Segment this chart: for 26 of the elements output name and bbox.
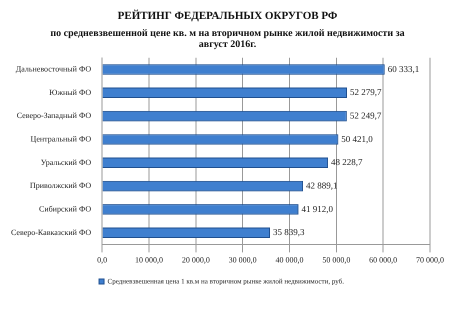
y-tick-label: Северо-Кавказский ФО <box>10 228 92 237</box>
data-label: 52 279,7 <box>350 87 382 98</box>
data-label: 48 228,7 <box>331 157 364 168</box>
y-tick-label: Сибирский ФО <box>38 204 92 214</box>
data-label: 41 912,0 <box>301 204 334 214</box>
x-tick-label: 0,0 <box>97 255 108 264</box>
y-tick-label: Центральный ФО <box>30 134 92 144</box>
data-label: 35 839,3 <box>273 227 306 238</box>
y-tick-label: Уральский ФО <box>40 158 92 167</box>
x-tick-label: 60 000,0 <box>369 255 398 264</box>
chart-subtitle: по средневзвешенной цене кв. м на вторичном рынке жилой недвижимости за август 2016г. <box>49 28 406 50</box>
x-tick-label: 70 000,0 <box>416 255 444 264</box>
x-tick-label: 10 000,0 <box>134 255 163 264</box>
data-label: 52 249,7 <box>350 110 382 120</box>
x-tick-label: 20 000,0 <box>182 255 210 264</box>
y-tick-label: Южный ФО <box>49 88 92 97</box>
y-tick-label: Дальневосточный ФО <box>16 64 92 74</box>
chart-title: РЕЙТИНГ ФЕДЕРАЛЬНЫХ ОКРУГОВ РФ <box>116 10 338 22</box>
y-tick-label: Приволжский ФО <box>30 181 92 190</box>
x-tick-label: 30 000,0 <box>228 255 257 264</box>
data-label: 60 333,1 <box>388 64 420 74</box>
x-tick-label: 50 000,0 <box>322 255 350 264</box>
y-tick-label: Северо-Западный ФО <box>16 111 92 120</box>
data-label: 42 889,1 <box>306 180 338 190</box>
data-label: 50 421,0 <box>341 134 374 144</box>
x-tick-label: 40 000,0 <box>275 255 304 264</box>
